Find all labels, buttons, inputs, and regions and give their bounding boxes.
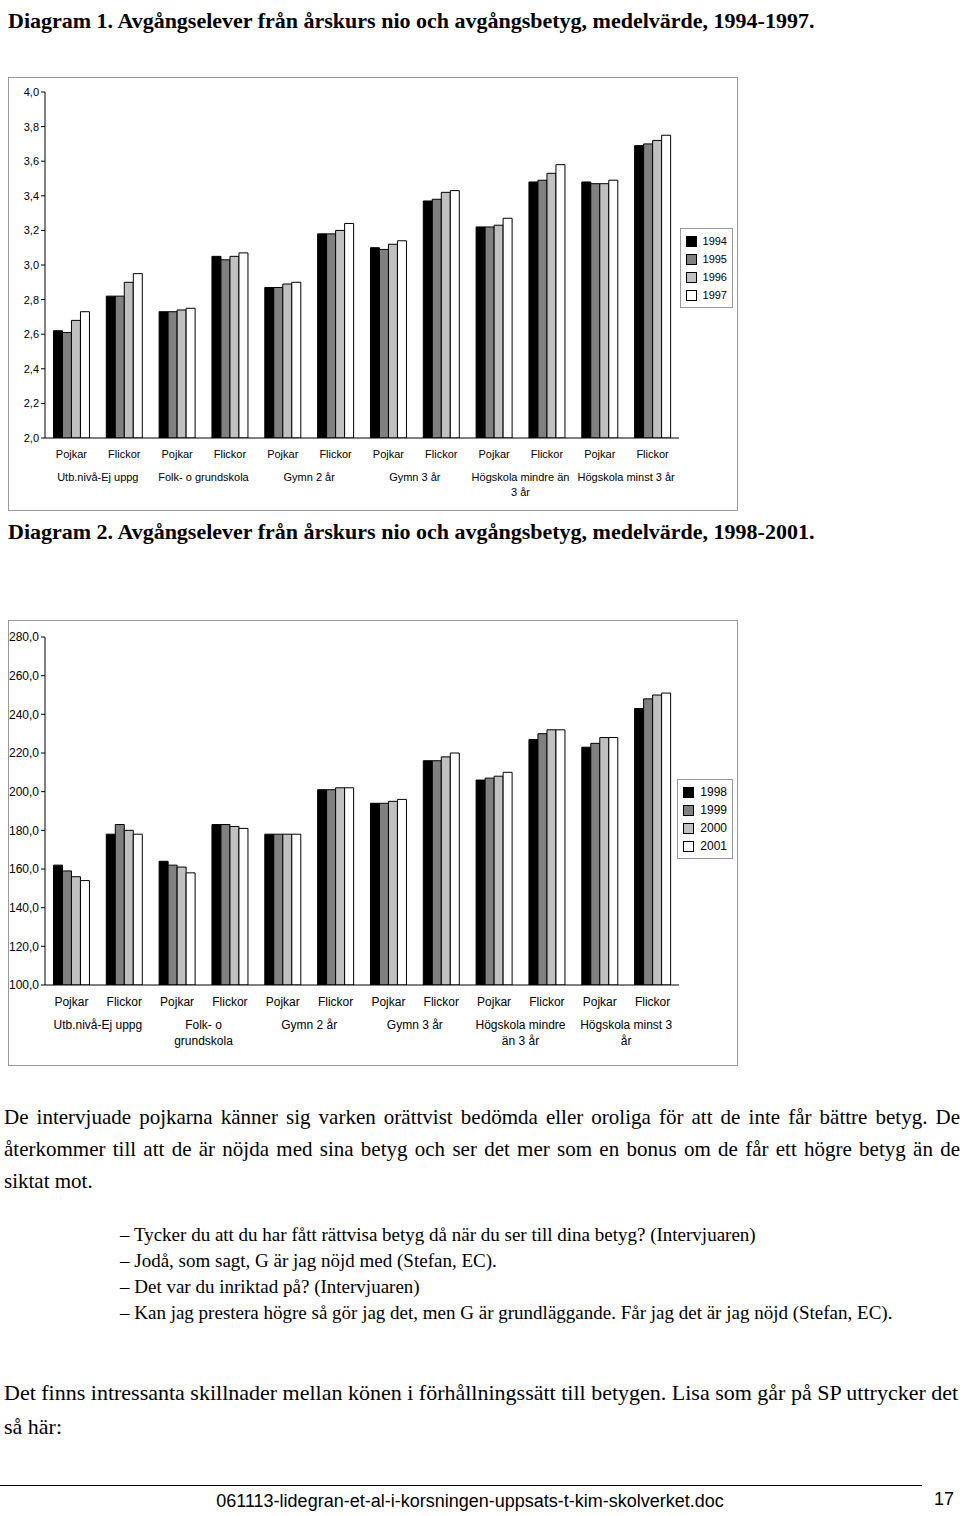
svg-text:Pojkar: Pojkar: [267, 448, 299, 460]
svg-text:2,0: 2,0: [24, 432, 39, 444]
svg-text:Flickor: Flickor: [212, 995, 247, 1009]
svg-text:Pojkar: Pojkar: [584, 448, 616, 460]
svg-text:Högskola mindre: Högskola mindre: [475, 1018, 565, 1032]
svg-text:grundskola: grundskola: [174, 1034, 233, 1048]
html-text:1999: 1999: [700, 803, 727, 817]
html-text:– Kan jag prestera högre så gö: – Kan jag prestera högre så gör jag det,…: [120, 1302, 893, 1323]
svg-text:200,0: 200,0: [9, 785, 39, 799]
svg-text:Flickor: Flickor: [424, 995, 459, 1009]
html-text:Diagram 1. Avgångselever från: Diagram 1. Avgångselever från årskurs ni…: [8, 8, 815, 33]
svg-text:än 3 år: än 3 år: [502, 1034, 539, 1048]
svg-text:Utb.nivå-Ej uppg: Utb.nivå-Ej uppg: [53, 1018, 142, 1032]
html-text:061113-lidegran-et-al-i-korsni: 061113-lidegran-et-al-i-korsningen-uppsa…: [216, 1491, 724, 1511]
svg-text:Pojkar: Pojkar: [371, 995, 405, 1009]
svg-text:Gymn 3 år: Gymn 3 år: [387, 1018, 443, 1032]
svg-text:280,0: 280,0: [9, 630, 39, 644]
svg-text:Pojkar: Pojkar: [266, 995, 300, 1009]
svg-text:100,0: 100,0: [9, 978, 39, 992]
html-text:1997: 1997: [702, 289, 727, 301]
svg-text:Utb.nivå-Ej uppg: Utb.nivå-Ej uppg: [57, 471, 138, 483]
svg-text:Gymn 3 år: Gymn 3 år: [389, 471, 441, 483]
svg-text:3,0: 3,0: [24, 259, 39, 271]
svg-text:Flickor: Flickor: [635, 995, 670, 1009]
svg-text:4,0: 4,0: [24, 86, 39, 98]
svg-text:240,0: 240,0: [9, 708, 39, 722]
svg-text:Pojkar: Pojkar: [478, 448, 510, 460]
svg-text:Flickor: Flickor: [636, 448, 669, 460]
svg-text:Flickor: Flickor: [531, 448, 564, 460]
svg-text:3,8: 3,8: [24, 121, 39, 133]
svg-text:Flickor: Flickor: [425, 448, 458, 460]
svg-text:Högskola minst 3 år: Högskola minst 3 år: [578, 471, 676, 483]
svg-text:Flickor: Flickor: [319, 448, 352, 460]
svg-text:3 år: 3 år: [511, 486, 530, 498]
svg-text:år: år: [621, 1034, 632, 1048]
svg-text:Pojkar: Pojkar: [583, 995, 617, 1009]
svg-text:260,0: 260,0: [9, 669, 39, 683]
svg-text:2,2: 2,2: [24, 397, 39, 409]
svg-text:2,8: 2,8: [24, 294, 39, 306]
svg-text:Högskola mindre än: Högskola mindre än: [472, 471, 570, 483]
svg-text:Pojkar: Pojkar: [54, 995, 88, 1009]
svg-text:Flickor: Flickor: [214, 448, 247, 460]
svg-text:160,0: 160,0: [9, 862, 39, 876]
svg-text:3,6: 3,6: [24, 155, 39, 167]
html-text:1996: 1996: [702, 271, 727, 283]
svg-text:Flickor: Flickor: [318, 995, 353, 1009]
svg-text:3,2: 3,2: [24, 224, 39, 236]
svg-text:3,4: 3,4: [24, 190, 39, 202]
svg-text:Folk- o grundskola: Folk- o grundskola: [158, 471, 249, 483]
svg-text:Högskola minst 3: Högskola minst 3: [580, 1018, 672, 1032]
html-text:2001: 2001: [700, 839, 727, 853]
svg-text:Gymn 2 år: Gymn 2 år: [281, 1018, 337, 1032]
html-text:– Jodå, som sagt, G är jag nöj: – Jodå, som sagt, G är jag nöjd med (Ste…: [120, 1250, 497, 1271]
svg-text:Flickor: Flickor: [108, 448, 141, 460]
svg-text:Flickor: Flickor: [107, 995, 142, 1009]
html-text:1995: 1995: [702, 253, 727, 265]
html-text:– Tycker du att du har fått rä: – Tycker du att du har fått rättvisa bet…: [120, 1224, 756, 1245]
html-text:17: 17: [934, 1489, 954, 1509]
svg-text:Pojkar: Pojkar: [56, 448, 88, 460]
html-text:– Det var du inriktad på? (Int: – Det var du inriktad på? (Intervjuaren): [120, 1276, 420, 1297]
html-text:1994: 1994: [702, 235, 727, 247]
svg-text:140,0: 140,0: [9, 901, 39, 915]
svg-text:Pojkar: Pojkar: [160, 995, 194, 1009]
html-text:1998: 1998: [700, 785, 727, 799]
html-text:Det finns intressanta skillnad: Det finns intressanta skillnader mellan …: [4, 1380, 959, 1439]
svg-text:2,6: 2,6: [24, 328, 39, 340]
svg-text:Flickor: Flickor: [529, 995, 564, 1009]
html-text:De intervjuade pojkarna känner: De intervjuade pojkarna känner sig varke…: [4, 1105, 960, 1193]
svg-text:Pojkar: Pojkar: [373, 448, 405, 460]
svg-text:Pojkar: Pojkar: [161, 448, 193, 460]
svg-text:Pojkar: Pojkar: [477, 995, 511, 1009]
svg-text:220,0: 220,0: [9, 746, 39, 760]
svg-text:180,0: 180,0: [9, 824, 39, 838]
svg-text:Gymn 2 år: Gymn 2 år: [283, 471, 335, 483]
svg-text:Folk- o: Folk- o: [185, 1018, 222, 1032]
html-text:Diagram 2. Avgångselever från: Diagram 2. Avgångselever från årskurs ni…: [8, 519, 815, 544]
svg-text:120,0: 120,0: [9, 940, 39, 954]
svg-text:2,4: 2,4: [24, 363, 39, 375]
html-text:2000: 2000: [700, 821, 727, 835]
